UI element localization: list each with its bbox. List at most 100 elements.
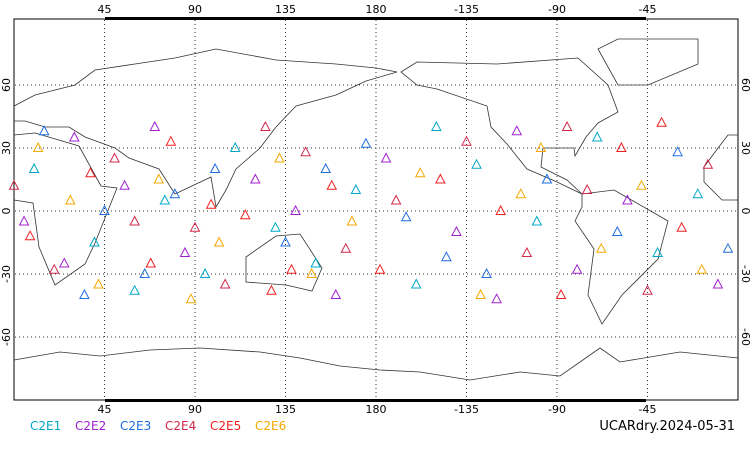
y-tick-label-left: 60 bbox=[0, 78, 13, 92]
x-tick-label-bottom: 180 bbox=[366, 403, 387, 416]
observation-marker bbox=[461, 135, 472, 146]
observation-marker bbox=[24, 230, 36, 241]
observation-marker bbox=[64, 194, 76, 205]
plot-layer: 45 45 90 90 135 135 180 180 -135 -135 -90 -90 -45 -45… bbox=[0, 3, 750, 433]
x-tick-label-bottom: 45 bbox=[98, 403, 112, 416]
observation-marker bbox=[471, 158, 482, 169]
observation-marker bbox=[306, 267, 317, 278]
legend-entry: C2E6 bbox=[255, 419, 286, 433]
observation-marker bbox=[239, 209, 251, 220]
observation-marker bbox=[400, 211, 412, 222]
observation-marker bbox=[89, 236, 100, 247]
observation-marker bbox=[390, 194, 402, 205]
observation-marker bbox=[290, 204, 301, 215]
y-tick-label-right: -30 bbox=[739, 265, 750, 283]
frame-bar bbox=[105, 399, 646, 402]
observation-marker bbox=[511, 125, 523, 136]
observation-marker bbox=[435, 173, 446, 184]
y-tick-label-left: -30 bbox=[0, 265, 13, 283]
observation-marker bbox=[616, 141, 627, 152]
observation-marker bbox=[350, 183, 362, 194]
observation-marker bbox=[199, 267, 211, 278]
observation-marker bbox=[209, 162, 221, 173]
observation-marker bbox=[28, 162, 40, 173]
observation-marker bbox=[612, 225, 623, 236]
observation-marker bbox=[696, 263, 708, 274]
observation-marker bbox=[340, 242, 352, 253]
observation-marker bbox=[159, 194, 171, 205]
observation-marker bbox=[286, 263, 297, 274]
x-tick-label-top: -135 bbox=[454, 3, 479, 16]
observation-marker bbox=[571, 263, 583, 274]
observation-marker bbox=[266, 284, 277, 295]
observation-marker bbox=[280, 236, 291, 247]
observation-marker bbox=[229, 141, 241, 152]
observation-marker bbox=[531, 215, 543, 226]
series-group bbox=[24, 116, 688, 299]
observation-marker bbox=[79, 288, 90, 299]
series-group bbox=[38, 125, 734, 299]
observation-marker bbox=[58, 257, 70, 268]
observation-marker bbox=[213, 236, 225, 247]
australia bbox=[245, 233, 323, 292]
observation-marker bbox=[219, 278, 231, 289]
observation-marker bbox=[32, 141, 44, 152]
series-group bbox=[18, 120, 724, 304]
observation-marker bbox=[48, 263, 60, 274]
observation-marker bbox=[274, 152, 285, 163]
observation-marker bbox=[622, 194, 633, 205]
observation-marker bbox=[205, 198, 217, 209]
observation-marker bbox=[581, 183, 593, 194]
y-tick-label-left: 0 bbox=[0, 208, 13, 215]
observation-marker bbox=[129, 284, 140, 295]
observation-marker bbox=[260, 120, 271, 131]
observation-marker bbox=[250, 173, 261, 184]
observation-marker bbox=[475, 288, 486, 299]
observation-marker bbox=[320, 162, 332, 173]
observation-marker bbox=[481, 267, 492, 278]
observation-marker bbox=[410, 278, 422, 289]
observation-marker bbox=[165, 135, 177, 146]
legend-entry: C2E2 bbox=[75, 419, 106, 433]
observation-marker bbox=[38, 125, 50, 136]
observation-marker bbox=[374, 263, 386, 274]
observation-marker bbox=[451, 225, 462, 236]
observation-marker bbox=[310, 257, 321, 268]
observation-marker bbox=[185, 293, 197, 304]
x-tick-label-bottom: -90 bbox=[548, 403, 566, 416]
observation-marker bbox=[169, 188, 181, 199]
series-group bbox=[28, 120, 704, 295]
observation-marker bbox=[642, 284, 653, 295]
observation-marker bbox=[153, 173, 165, 184]
observation-marker bbox=[495, 204, 507, 215]
legend-entry: C2E1 bbox=[30, 419, 61, 433]
observation-marker bbox=[636, 179, 647, 190]
observation-marker bbox=[139, 267, 151, 278]
observation-marker bbox=[300, 146, 311, 157]
observation-marker bbox=[189, 221, 201, 232]
y-tick-label-right: 30 bbox=[739, 141, 750, 155]
south-america bbox=[574, 189, 669, 325]
observation-marker bbox=[722, 242, 734, 253]
observation-marker bbox=[85, 167, 96, 178]
observation-marker bbox=[676, 221, 688, 232]
observation-marker bbox=[326, 179, 338, 190]
observation-marker bbox=[360, 137, 372, 148]
x-tick-label-bottom: -135 bbox=[454, 403, 479, 416]
observation-marker bbox=[18, 215, 30, 226]
observation-marker bbox=[672, 146, 683, 157]
x-tick-label-top: 135 bbox=[275, 3, 296, 16]
observation-marker bbox=[561, 120, 573, 131]
y-tick-label-left: -60 bbox=[0, 328, 13, 346]
observation-marker bbox=[591, 131, 603, 142]
y-tick-label-right: -60 bbox=[739, 328, 750, 346]
x-tick-label-top: 180 bbox=[366, 3, 387, 16]
observation-marker bbox=[541, 173, 553, 184]
africa bbox=[13, 132, 118, 286]
x-tick-label-top: -90 bbox=[548, 3, 566, 16]
x-tick-label-top: 90 bbox=[188, 3, 202, 16]
observation-marker bbox=[8, 179, 20, 190]
observation-marker bbox=[521, 246, 533, 257]
observation-marker bbox=[99, 204, 110, 215]
